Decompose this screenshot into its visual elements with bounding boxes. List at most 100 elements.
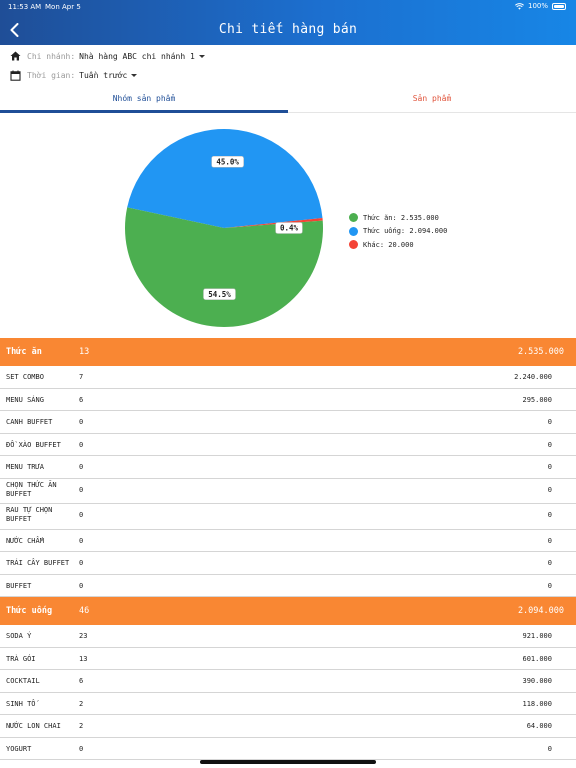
battery-percent: 100% [527, 2, 548, 10]
legend-dot [349, 226, 358, 236]
item-name: TRÁI CÂY BUFFET [6, 559, 70, 567]
legend-item: Khác: 20.000 [349, 238, 447, 252]
item-quantity: 23 [79, 632, 88, 640]
item-amount: 0 [547, 581, 552, 590]
wifi-icon [515, 2, 524, 10]
item-amount: 0 [547, 511, 552, 519]
slice-percent-label: 45.0% [211, 156, 244, 168]
table-row[interactable]: SET COMBO 7 2.240.000 [0, 366, 576, 389]
table-row[interactable]: COCKTAIL 6 390.000 [0, 670, 576, 693]
item-amount: 0 [547, 559, 552, 567]
table-row[interactable]: YOGURT 0 0 [0, 737, 576, 760]
item-amount: 390.000 [522, 677, 552, 685]
legend-label: Thức ăn: 2.535.000 [363, 213, 439, 222]
item-quantity: 0 [79, 744, 84, 753]
time-filter[interactable]: Thời gian: Tuần trước [10, 67, 138, 83]
pie-slice [124, 207, 324, 328]
table-row[interactable]: NƯỚC LON CHAI 2 64.000 [0, 715, 576, 738]
legend-item: Thức ăn: 2.535.000 [349, 211, 447, 225]
item-quantity: 7 [79, 373, 84, 381]
chevron-left-icon [10, 23, 18, 37]
group-row[interactable]: Thức uống 46 2.094.000 [0, 597, 576, 625]
branch-label: Chi nhánh: [27, 51, 76, 61]
table-row[interactable]: RAU TỰ CHỌN BUFFET 0 0 [0, 504, 576, 530]
legend-item: Thức uống: 2.094.000 [349, 225, 447, 239]
item-quantity: 0 [79, 559, 84, 567]
tab-product-groups[interactable]: Nhóm sản phẩm [0, 88, 288, 113]
legend-dot [349, 213, 358, 223]
group-amount: 2.535.000 [517, 347, 564, 357]
group-quantity: 13 [79, 347, 90, 357]
item-name: SINH TỐ [6, 699, 36, 708]
calendar-icon [10, 70, 21, 81]
item-amount: 0 [547, 418, 552, 426]
branch-value: Nhà hàng ABC chi nhánh 1 [79, 51, 195, 61]
item-quantity: 0 [79, 536, 84, 545]
item-amount: 921.000 [522, 632, 552, 640]
tab-products[interactable]: Sản phẩm [412, 94, 452, 103]
status-time: 11:53 AM [8, 3, 42, 11]
slice-percent-text: 45.0% [216, 157, 239, 166]
status-bar: 11:53 AM Mon Apr 5 100% [0, 0, 576, 14]
time-value: Tuần trước [79, 70, 128, 80]
caret-down-icon [198, 54, 205, 58]
table-row[interactable]: TRÁI CÂY BUFFET 0 0 [0, 552, 576, 575]
tab-bar: Nhóm sản phẩm Sản phẩm [0, 88, 576, 113]
back-button[interactable] [6, 21, 22, 39]
item-quantity: 6 [79, 677, 84, 685]
legend-label: Thức uống: 2.094.000 [363, 227, 448, 236]
group-row[interactable]: Thức ăn 13 2.535.000 [0, 338, 576, 366]
item-quantity: 2 [79, 699, 84, 708]
group-quantity: 46 [79, 606, 90, 616]
item-quantity: 0 [79, 440, 84, 449]
pie-slice [127, 128, 323, 228]
item-quantity: 13 [79, 654, 88, 663]
item-amount: 0 [547, 440, 552, 449]
label-background [211, 156, 244, 168]
slice-percent-label: 54.5% [203, 288, 236, 300]
item-quantity: 0 [79, 463, 84, 471]
group-name: Thức uống [6, 606, 53, 616]
table-row[interactable]: SINH TỐ 2 118.000 [0, 692, 576, 715]
caret-down-icon [131, 73, 138, 77]
pie-chart: 45.0% 0.4% 54.5% [124, 128, 324, 328]
item-name: SODA Ý [6, 632, 32, 640]
table-row[interactable]: BUFFET 0 0 [0, 574, 576, 597]
item-name: MENU SÁNG [6, 395, 44, 404]
table-row[interactable]: SODA Ý 23 921.000 [0, 625, 576, 648]
item-name: COCKTAIL [6, 677, 40, 685]
table-row[interactable]: ĐỒ XÀO BUFFET 0 0 [0, 433, 576, 456]
item-quantity: 0 [79, 485, 84, 494]
table-row[interactable]: TRÀ GÓI 13 601.000 [0, 647, 576, 670]
table-row[interactable]: CHỌN THỨC ĂN BUFFET 0 0 [0, 478, 576, 504]
group-amount: 2.094.000 [517, 606, 564, 616]
table-row[interactable]: MENU TRƯA 0 0 [0, 456, 576, 479]
item-name: SET COMBO [6, 373, 44, 381]
item-name: RAU TỰ CHỌN BUFFET [6, 506, 53, 523]
home-icon [10, 51, 21, 62]
branch-filter[interactable]: Chi nhánh: Nhà hàng ABC chi nhánh 1 [10, 48, 205, 64]
label-background [275, 222, 303, 234]
time-label: Thời gian: [27, 70, 76, 80]
item-quantity: 0 [79, 511, 84, 519]
legend-label: Khác: 20.000 [363, 240, 414, 249]
legend-dot [349, 240, 358, 250]
item-quantity: 0 [79, 581, 84, 590]
table-row[interactable]: CANH BUFFET 0 0 [0, 411, 576, 434]
app-header: 11:53 AM Mon Apr 5 100% Chi tiết hàng bá… [0, 0, 576, 45]
item-quantity: 6 [79, 395, 84, 404]
table-row[interactable]: MENU SÁNG 6 295.000 [0, 388, 576, 411]
item-name: NƯỚC LON CHAI [6, 722, 61, 730]
item-amount: 601.000 [522, 654, 552, 663]
status-indicators: 100% [515, 2, 566, 10]
slice-percent-label: 0.4% [275, 222, 303, 234]
table-row[interactable]: NƯỚC CHẤM 0 0 [0, 529, 576, 552]
label-background [203, 288, 236, 300]
group-name: Thức ăn [6, 347, 42, 357]
item-name: YOGURT [6, 744, 32, 753]
item-amount: 0 [547, 536, 552, 545]
chart-legend: Thức ăn: 2.535.000 Thức uống: 2.094.000 Kh… [349, 211, 447, 252]
item-name: BUFFET [6, 581, 32, 590]
pie-chart-area: 45.0% 0.4% 54.5% [0, 114, 576, 338]
item-name: MENU TRƯA [6, 463, 44, 471]
